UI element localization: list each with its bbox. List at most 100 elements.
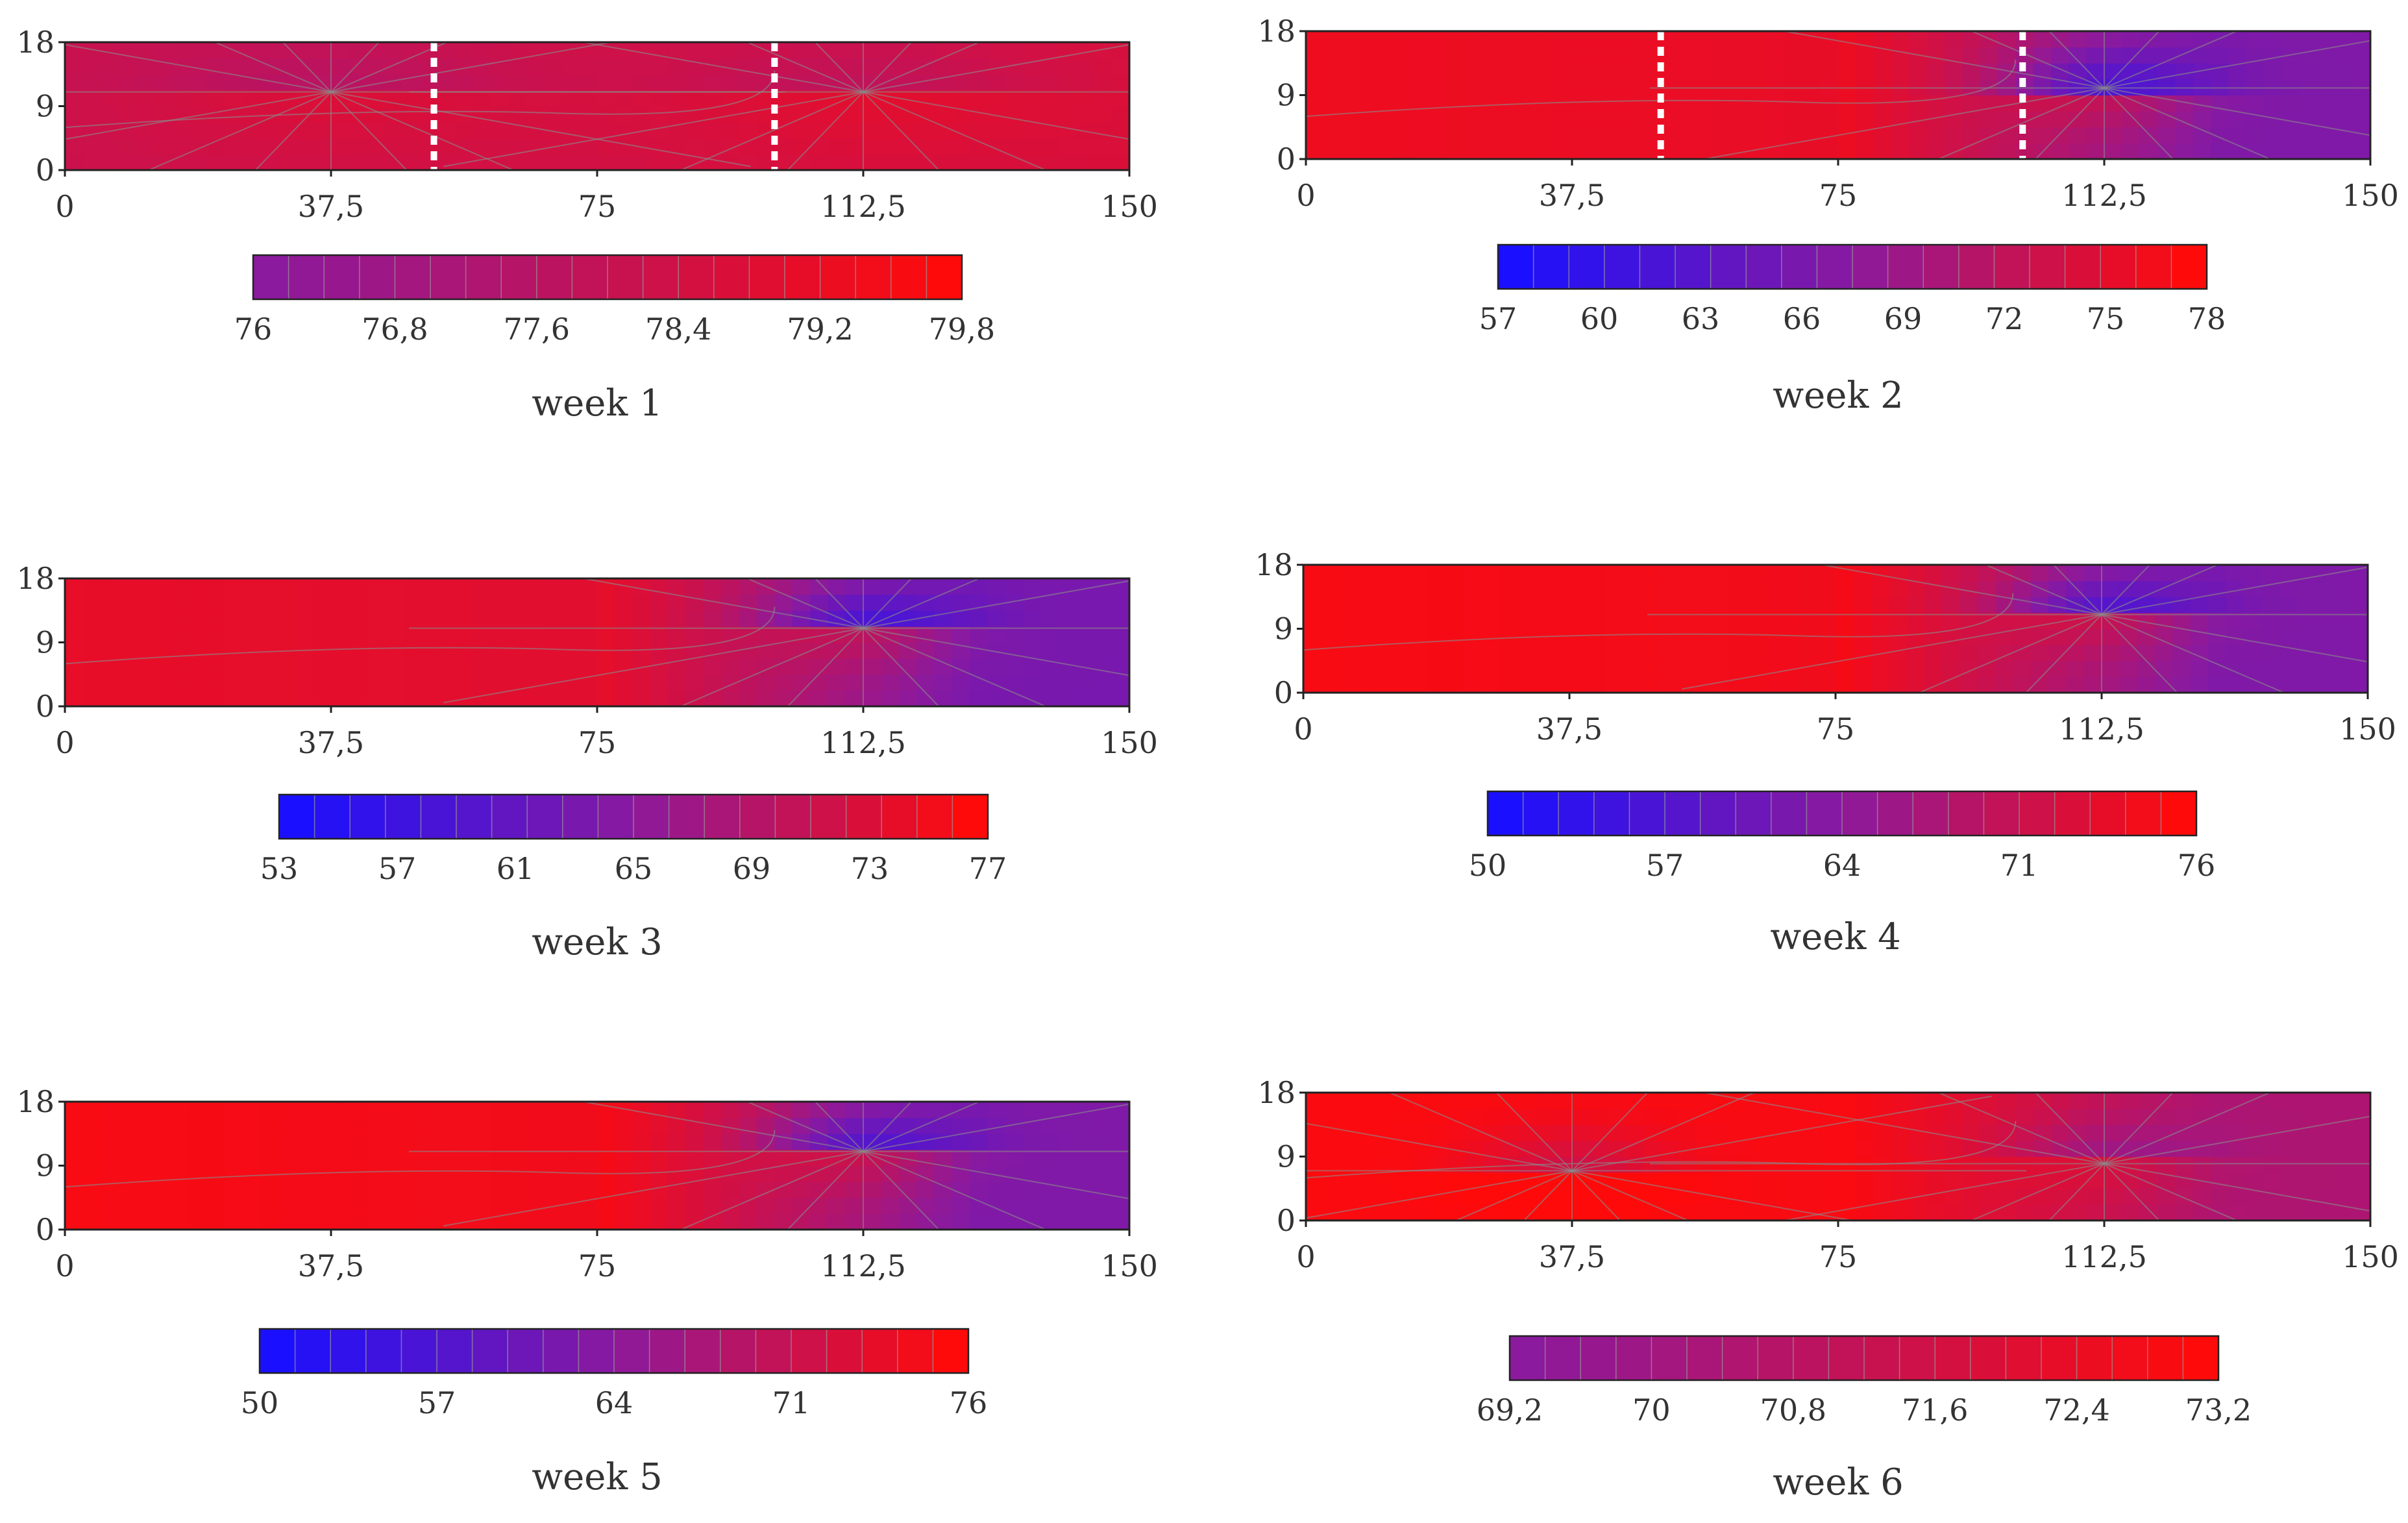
heatmap-cell bbox=[1995, 660, 2013, 677]
colorbar-segment bbox=[952, 795, 989, 839]
heatmap-cell bbox=[881, 122, 900, 139]
heatmap-cell bbox=[1696, 95, 1715, 112]
heatmap-cell bbox=[384, 1149, 402, 1167]
heatmap-cell bbox=[2352, 1156, 2371, 1173]
heatmap-cell bbox=[952, 1149, 970, 1167]
heatmap-cell bbox=[1519, 31, 1537, 48]
contour-line bbox=[65, 91, 332, 140]
contour-lines bbox=[1306, 1093, 2370, 1220]
colorbar-segment bbox=[1746, 245, 1782, 289]
heatmap-cell bbox=[1058, 58, 1077, 75]
heatmap-cell bbox=[952, 58, 970, 75]
heatmap-cell bbox=[739, 122, 757, 139]
heatmap-cell bbox=[970, 154, 988, 171]
heatmap-cell bbox=[1040, 690, 1059, 707]
heatmap-cell bbox=[1572, 1188, 1590, 1205]
heatmap-cell bbox=[1945, 63, 1963, 80]
heatmap-cell bbox=[384, 642, 402, 659]
heatmap-cell bbox=[1572, 31, 1590, 48]
heatmap-cell bbox=[1374, 580, 1393, 597]
heatmap-cell bbox=[987, 626, 1006, 643]
heatmap-cell bbox=[1926, 63, 1945, 80]
heatmap-cell bbox=[2172, 565, 2191, 582]
heatmap-cell bbox=[402, 642, 421, 659]
colorbar-segment bbox=[862, 1329, 898, 1373]
heatmap-cell bbox=[1094, 626, 1112, 643]
heatmap-cell bbox=[1782, 645, 1800, 662]
heatmap-cell bbox=[934, 122, 953, 139]
heatmap-cell bbox=[1321, 660, 1340, 677]
heatmap-cell bbox=[2315, 597, 2333, 613]
heatmap-cell bbox=[544, 1133, 562, 1150]
heatmap-cell bbox=[278, 578, 296, 595]
heatmap-cell bbox=[863, 1102, 881, 1119]
heatmap-cell bbox=[313, 1197, 332, 1214]
heatmap-cell bbox=[2246, 1156, 2265, 1173]
heatmap-cell bbox=[206, 1197, 225, 1214]
heatmap-cell bbox=[1945, 1108, 1963, 1125]
heatmap-cell bbox=[1058, 642, 1077, 659]
heatmap-cell bbox=[757, 690, 775, 707]
heatmap-cell bbox=[1447, 111, 1466, 128]
heatmap-cell bbox=[366, 1213, 385, 1230]
heatmap-cell bbox=[1587, 628, 1606, 645]
contour-line bbox=[863, 91, 940, 170]
heatmap-cell bbox=[1747, 676, 1765, 693]
heatmap-cell bbox=[1023, 90, 1041, 107]
heatmap-cell bbox=[366, 1165, 385, 1182]
heatmap-cell bbox=[1005, 626, 1024, 643]
heatmap-cell bbox=[1714, 111, 1732, 128]
heatmap-cell bbox=[526, 74, 545, 91]
heatmap-cell bbox=[1732, 1140, 1750, 1158]
heatmap-cell bbox=[65, 1182, 83, 1198]
heatmap-cell bbox=[2013, 565, 2032, 582]
colorbar-segment bbox=[1935, 1336, 1971, 1380]
heatmap-cell bbox=[561, 1102, 580, 1119]
heatmap-cell bbox=[473, 1213, 491, 1230]
heatmap-cell bbox=[189, 642, 208, 659]
heatmap-cell bbox=[384, 1165, 402, 1182]
heatmap-cell bbox=[2083, 676, 2102, 693]
heatmap-cell bbox=[473, 1182, 491, 1198]
heatmap-cell bbox=[1764, 676, 1783, 693]
heatmap-cell bbox=[632, 1197, 651, 1214]
heatmap-cell bbox=[295, 1117, 314, 1134]
heatmap-cell bbox=[2335, 1140, 2353, 1158]
heatmap-cell bbox=[295, 1102, 314, 1119]
colorbar-segment bbox=[2054, 791, 2091, 836]
heatmap-cell bbox=[828, 1102, 846, 1119]
heatmap-cell bbox=[863, 578, 881, 595]
heatmap-cell bbox=[1321, 565, 1340, 582]
y-tick-label: 9 bbox=[1277, 78, 1296, 113]
heatmap-cell bbox=[2246, 1204, 2265, 1221]
heatmap-cell bbox=[1094, 1197, 1112, 1214]
heatmap-cell bbox=[2211, 111, 2229, 128]
heatmap-cell bbox=[1693, 597, 1712, 613]
contour-line bbox=[2104, 31, 2161, 89]
heatmap-cell bbox=[65, 1197, 83, 1214]
heatmap-cell bbox=[2139, 95, 2158, 112]
heatmap-cell bbox=[1430, 79, 1449, 96]
heatmap-cell bbox=[242, 1165, 261, 1182]
heatmap-cell bbox=[2104, 1204, 2122, 1221]
heatmap-cell bbox=[189, 594, 208, 611]
heatmap-cell bbox=[313, 690, 332, 707]
heatmap-cell bbox=[632, 74, 651, 91]
heatmap-cell bbox=[1873, 1140, 1892, 1158]
heatmap-cell bbox=[1377, 111, 1395, 128]
heatmap-cell bbox=[2175, 1188, 2194, 1205]
heatmap-cell bbox=[1023, 1102, 1041, 1119]
heatmap-cell bbox=[1569, 565, 1588, 582]
heatmap-cell bbox=[2281, 63, 2300, 80]
colorbar-segment bbox=[1651, 1336, 1688, 1380]
heatmap-cell bbox=[349, 690, 367, 707]
heatmap-cell bbox=[845, 1182, 864, 1198]
heatmap-cell bbox=[2296, 645, 2315, 662]
colorbar-segment bbox=[295, 1329, 331, 1373]
colorbar-segment bbox=[1593, 791, 1630, 836]
colorbar-tick-label: 78,4 bbox=[645, 312, 711, 347]
heatmap-cell bbox=[1466, 127, 1484, 143]
heatmap-cell bbox=[295, 138, 314, 155]
heatmap-cell bbox=[579, 1213, 598, 1230]
heatmap-cell bbox=[366, 1182, 385, 1198]
